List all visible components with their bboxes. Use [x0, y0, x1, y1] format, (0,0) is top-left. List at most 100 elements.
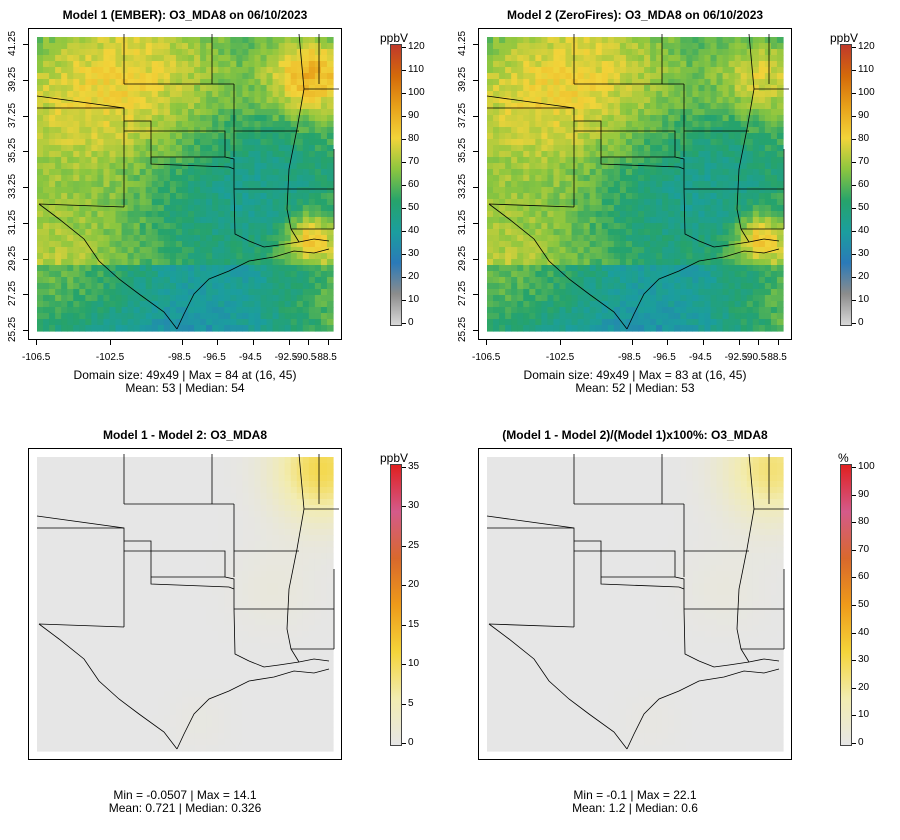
lon-tick-label: -94.5	[688, 352, 712, 363]
lon-tick-label: -88.5	[314, 352, 337, 363]
colorbar-tick	[852, 494, 856, 496]
panel-title: (Model 1 - Model 2)/(Model 1)x100%: O3_M…	[502, 428, 768, 442]
colorbar-tick	[852, 522, 856, 524]
state-boundary	[626, 668, 780, 750]
colorbar-tick-label: 100	[408, 87, 425, 98]
lat-tick-label: 37.25	[7, 102, 19, 128]
lat-tick-label: 35.25	[7, 138, 19, 164]
stats-line2: Mean: 0.721 | Median: 0.326	[108, 801, 262, 815]
colorbar-unit: ppbV	[830, 31, 859, 45]
colorbar	[390, 464, 402, 746]
map-svg	[36, 453, 339, 752]
lat-tick	[23, 294, 28, 296]
colorbar-tick	[402, 624, 406, 626]
colorbar-tick	[852, 632, 856, 634]
colorbar-tick	[852, 743, 856, 744]
lat-tick-label: 31.25	[7, 209, 19, 235]
lon-tick	[307, 340, 309, 345]
lon-tick-label: -92.5	[274, 352, 298, 363]
colorbar-tick-label: 0	[858, 737, 864, 748]
lat-tick-label: 39.25	[457, 66, 469, 92]
colorbar-tick-label: 90	[858, 110, 870, 121]
lat-tick-label: 33.25	[457, 173, 469, 200]
colorbar	[840, 44, 852, 326]
lon-tick-label: -88.5	[764, 352, 787, 363]
colorbar-tick-label: 10	[858, 294, 870, 305]
colorbar-tick-label: 70	[858, 156, 870, 167]
lat-tick-label: 25.25	[7, 316, 19, 343]
colorbar-tick-label: 25	[408, 539, 420, 551]
lon-tick	[252, 340, 254, 345]
colorbar-tick	[402, 703, 406, 705]
lat-tick-label: 29.25	[457, 245, 469, 271]
state-boundary	[224, 576, 235, 609]
state-boundary	[488, 203, 575, 208]
state-boundary	[124, 540, 152, 577]
lat-tick-label: 33.25	[7, 173, 19, 200]
state-boundary	[698, 658, 780, 668]
lat-tick	[23, 151, 28, 153]
colorbar-tick-label: 30	[408, 500, 420, 512]
colorbar-tick-label: 5	[408, 697, 414, 709]
map-grid-cells	[487, 37, 784, 332]
lat-tick	[473, 151, 478, 153]
colorbar-tick-label: 0	[408, 317, 414, 328]
state-boundary	[124, 130, 226, 157]
colorbar-tick	[852, 277, 856, 278]
lon-tick-label: -94.5	[238, 352, 262, 363]
colorbar-tick-label: 60	[408, 179, 420, 190]
colorbar-tick-label: 110	[858, 64, 874, 75]
colorbar-tick-label: 100	[858, 87, 875, 98]
lon-tick	[217, 340, 219, 345]
lon-tick-label: -102.5	[95, 352, 125, 363]
colorbar-tick-label: 10	[858, 709, 870, 721]
colorbar-tick-label: 110	[408, 64, 424, 75]
state-boundary	[574, 540, 602, 577]
state-boundary	[574, 550, 676, 577]
lon-tick-label: -90.5	[743, 352, 767, 363]
stats-line2: Mean: 52 | Median: 53	[575, 381, 695, 395]
colorbar	[840, 464, 852, 746]
colorbar-tick-label: 70	[858, 543, 870, 555]
state-boundary	[488, 623, 628, 750]
lon-tick-label: -90.5	[293, 352, 317, 363]
colorbar-tick-label: 30	[408, 248, 420, 259]
state-boundary	[38, 203, 125, 208]
state-boundary	[674, 156, 685, 189]
stats-line1: Domain size: 49x49 | Max = 84 at (16, 45…	[73, 368, 297, 382]
lon-tick-label: -106.5	[472, 352, 501, 363]
lat-tick-label: 31.25	[457, 209, 469, 235]
colorbar-tick	[852, 549, 856, 551]
lon-tick	[36, 340, 37, 345]
lat-tick	[23, 115, 28, 117]
colorbar-tick	[402, 506, 406, 508]
colorbar-tick	[852, 660, 856, 662]
state-boundary	[600, 577, 685, 590]
colorbar-tick-label: 40	[858, 225, 870, 236]
colorbar-tick	[402, 139, 406, 140]
map-svg	[486, 453, 789, 752]
colorbar-tick	[852, 93, 856, 94]
state-boundary	[233, 608, 250, 662]
state-boundary	[698, 238, 780, 248]
colorbar-tick-label: 60	[858, 179, 870, 190]
lon-tick	[182, 340, 183, 345]
lat-tick-label: 35.25	[457, 138, 469, 164]
colorbar-tick	[852, 300, 856, 301]
colorbar-tick	[402, 743, 406, 744]
map-grid-cells	[37, 37, 334, 332]
colorbar-tick-label: 20	[408, 579, 420, 591]
lat-tick	[23, 258, 28, 260]
colorbar-tick	[852, 231, 856, 232]
colorbar-tick	[402, 664, 406, 666]
lon-tick-label: -92.5	[724, 352, 748, 363]
lon-tick-label: -98.5	[168, 352, 191, 363]
lat-tick	[23, 187, 28, 188]
lat-tick	[23, 222, 28, 224]
colorbar-tick	[402, 116, 406, 117]
colorbar-tick	[402, 545, 406, 547]
lon-tick-label: -96.5	[203, 352, 226, 363]
lon-tick-label: -102.5	[545, 352, 575, 363]
lat-tick-label: 41.25	[7, 30, 19, 57]
lat-tick	[23, 44, 28, 45]
